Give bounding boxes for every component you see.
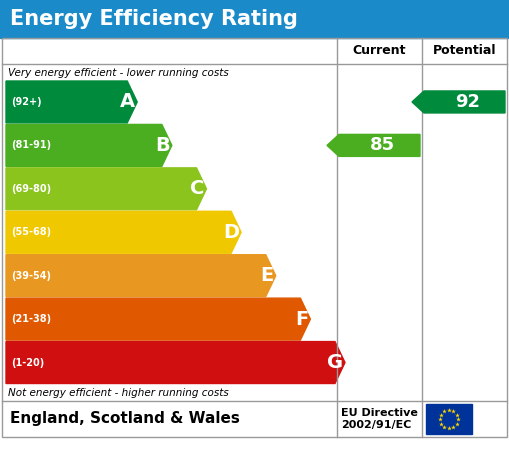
Text: 92: 92 — [455, 93, 480, 111]
Text: A: A — [120, 92, 135, 112]
Bar — [0, 0, 509, 38]
Text: Not energy efficient - higher running costs: Not energy efficient - higher running co… — [8, 388, 229, 398]
Polygon shape — [6, 255, 276, 297]
Text: (39-54): (39-54) — [11, 271, 51, 281]
Text: G: G — [327, 353, 343, 372]
Text: England, Scotland & Wales: England, Scotland & Wales — [10, 411, 240, 426]
Text: E: E — [261, 266, 274, 285]
Polygon shape — [6, 298, 310, 340]
Text: C: C — [190, 179, 205, 198]
Text: (21-38): (21-38) — [11, 314, 51, 324]
Text: EU Directive
2002/91/EC: EU Directive 2002/91/EC — [341, 408, 418, 430]
Polygon shape — [6, 81, 137, 123]
Text: (55-68): (55-68) — [11, 227, 51, 237]
Text: (92+): (92+) — [11, 97, 42, 107]
Text: (1-20): (1-20) — [11, 358, 44, 368]
Text: F: F — [295, 310, 308, 329]
Polygon shape — [6, 168, 207, 210]
Text: Very energy efficient - lower running costs: Very energy efficient - lower running co… — [8, 68, 229, 78]
Text: D: D — [223, 223, 239, 242]
Polygon shape — [6, 341, 345, 383]
Text: (81-91): (81-91) — [11, 141, 51, 150]
Polygon shape — [327, 134, 420, 156]
Polygon shape — [6, 124, 172, 166]
Text: (69-80): (69-80) — [11, 184, 51, 194]
Text: B: B — [155, 136, 170, 155]
Polygon shape — [412, 91, 505, 113]
Bar — [426, 404, 472, 434]
Text: Potential: Potential — [433, 44, 496, 57]
Bar — [2, 38, 507, 437]
Polygon shape — [6, 211, 241, 253]
Text: 85: 85 — [370, 136, 395, 155]
Text: Current: Current — [353, 44, 406, 57]
Text: Energy Efficiency Rating: Energy Efficiency Rating — [10, 9, 298, 29]
